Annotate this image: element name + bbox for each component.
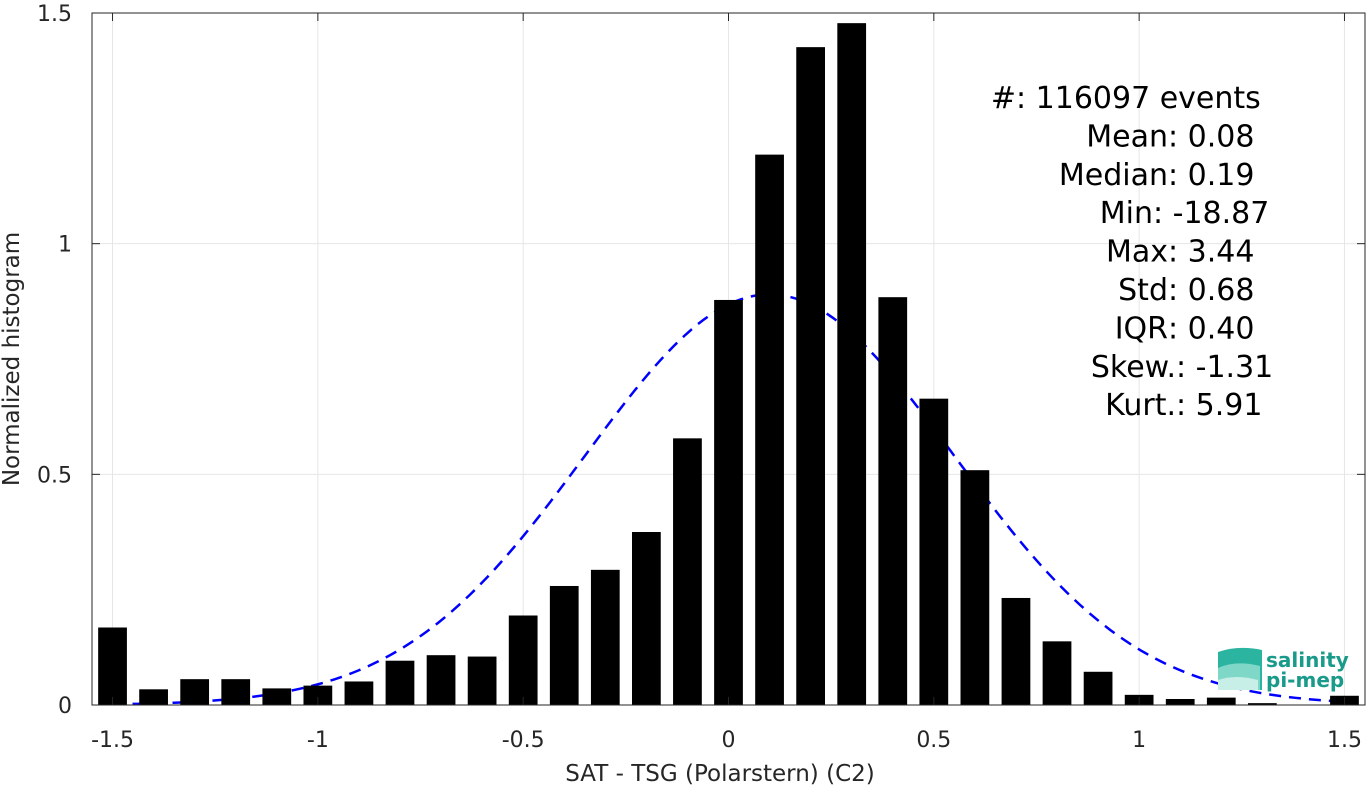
x-tick-label: -0.5 bbox=[502, 728, 545, 753]
x-tick-label: 0 bbox=[722, 728, 736, 753]
histogram-bar bbox=[262, 688, 292, 705]
x-tick-label: 0.5 bbox=[916, 728, 951, 753]
stat-label: Kurt. bbox=[1105, 388, 1176, 423]
histogram-bar bbox=[919, 398, 949, 705]
histogram-bar bbox=[1247, 703, 1277, 705]
x-axis-label: SAT - TSG (Polarstern) (C2) bbox=[565, 761, 874, 785]
histogram-bar bbox=[426, 655, 456, 705]
y-tick-label: 1 bbox=[58, 233, 72, 258]
stat-value: : 0.40 bbox=[1168, 311, 1254, 346]
logo-wave-icon bbox=[1218, 647, 1262, 690]
histogram-bar bbox=[508, 615, 538, 705]
histogram-bar bbox=[632, 532, 661, 705]
histogram-bar bbox=[755, 154, 784, 705]
histogram-bar bbox=[1165, 699, 1195, 705]
stat-value: : 0.08 bbox=[1168, 119, 1254, 154]
stat-value: : -18.87 bbox=[1153, 196, 1269, 231]
salinity-pi-mep-logo: salinity pi-mep bbox=[1218, 647, 1349, 692]
stat-label: Mean bbox=[1086, 119, 1168, 154]
histogram-bar bbox=[467, 656, 497, 705]
histogram-bars bbox=[98, 23, 1359, 705]
histogram-bar bbox=[344, 681, 374, 705]
histogram-bar bbox=[796, 47, 826, 705]
x-tick-labels: -1.5 -1 -0.5 0 0.5 1 1.5 bbox=[91, 728, 1362, 753]
stat-value: : -1.31 bbox=[1176, 350, 1273, 385]
histogram-bar bbox=[1001, 597, 1031, 705]
stat-label: Std bbox=[1118, 273, 1168, 308]
gaussian-fit-layer bbox=[112, 293, 1345, 706]
histogram-bar bbox=[1042, 641, 1072, 705]
histogram-bar bbox=[837, 23, 867, 705]
x-tick-label: 1.5 bbox=[1327, 728, 1362, 753]
x-tick-label: -1.5 bbox=[91, 728, 134, 753]
stat-label: # bbox=[991, 81, 1016, 116]
y-tick-labels: 0 0.5 1 1.5 bbox=[37, 2, 72, 719]
y-tick-label: 0 bbox=[58, 694, 72, 719]
histogram-bar bbox=[303, 685, 333, 705]
histogram-bar bbox=[180, 679, 210, 705]
y-tick-label: 0.5 bbox=[37, 463, 72, 488]
axis-ticks bbox=[92, 12, 1365, 706]
histogram-bar bbox=[139, 689, 168, 705]
stat-value: : 0.19 bbox=[1168, 158, 1254, 193]
histogram-bar bbox=[714, 299, 743, 705]
stat-label: IQR bbox=[1115, 311, 1168, 346]
stat-value: : 0.68 bbox=[1168, 273, 1254, 308]
histogram-bar bbox=[221, 679, 251, 705]
stat-value: : 5.91 bbox=[1176, 388, 1262, 423]
x-tick-label: 1 bbox=[1132, 728, 1146, 753]
histogram-bar bbox=[960, 470, 990, 705]
stat-value: : 116097 events bbox=[1016, 81, 1261, 116]
gaussian-fit-line bbox=[112, 293, 1345, 706]
stat-label: Min bbox=[1100, 196, 1153, 231]
stat-label: Median bbox=[1059, 158, 1168, 193]
stat-label: Skew. bbox=[1091, 350, 1176, 385]
histogram-bar bbox=[1206, 697, 1236, 705]
y-axis-label: Normalized histogram bbox=[0, 232, 25, 486]
logo-line-1: salinity bbox=[1266, 648, 1349, 672]
logo-line-2: pi-mep bbox=[1266, 668, 1344, 692]
histogram-bar bbox=[878, 297, 908, 705]
histogram-bar bbox=[1083, 671, 1113, 705]
histogram-bar bbox=[590, 569, 620, 705]
x-tick-label: -1 bbox=[307, 728, 329, 753]
histogram-bar bbox=[673, 438, 702, 705]
stat-value: : 3.44 bbox=[1168, 235, 1254, 270]
y-tick-label: 1.5 bbox=[37, 2, 72, 27]
stat-label: Max bbox=[1106, 235, 1168, 270]
histogram-bar bbox=[98, 627, 127, 705]
histogram-bar bbox=[549, 585, 579, 705]
histogram-bar bbox=[385, 660, 415, 705]
